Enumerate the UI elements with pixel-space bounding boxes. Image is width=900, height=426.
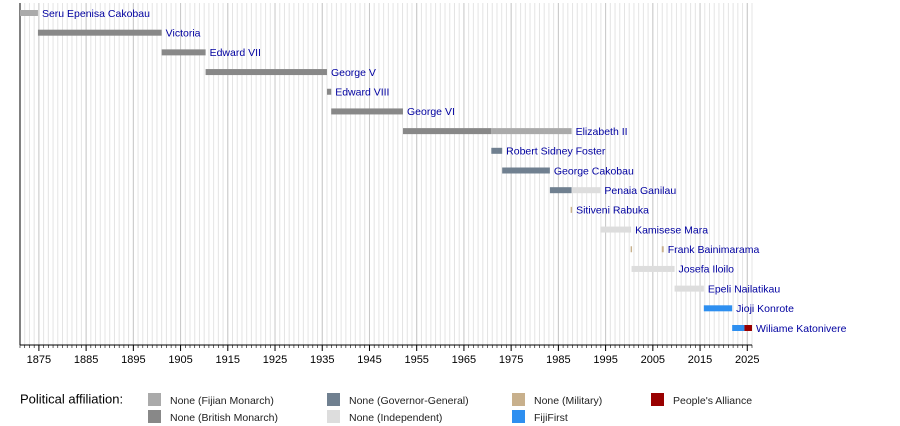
tenure-bar — [549, 187, 572, 194]
tenure-bar — [37, 29, 162, 36]
x-tick-label: 1995 — [593, 354, 617, 366]
x-tick-label: 1885 — [74, 354, 98, 366]
person-name: Josefa Iloilo — [679, 264, 735, 276]
tenure-bar — [403, 128, 492, 135]
legend-label: None (Independent) — [349, 412, 442, 424]
person-name: Seru Epenisa Cakobau — [42, 8, 150, 20]
tenure-bar — [744, 325, 752, 331]
x-tick-label: 1905 — [168, 354, 192, 366]
tenure-bar — [661, 246, 664, 253]
legend-title: Political affiliation: — [20, 391, 123, 406]
tenure-bar — [674, 285, 704, 292]
person-name: Penaia Ganilau — [604, 185, 676, 197]
legend-label: FijiFirst — [534, 412, 568, 424]
legend-label: None (Fijian Monarch) — [170, 395, 274, 407]
x-tick-label: 1965 — [452, 354, 476, 366]
person-name: Robert Sidney Foster — [506, 146, 606, 158]
tenure-bar — [20, 10, 38, 16]
tenure-bar — [331, 108, 404, 115]
person-name: George VI — [407, 106, 455, 118]
tenure-bar — [491, 128, 572, 135]
tenure-bar — [205, 69, 327, 76]
person-name: George Cakobau — [554, 165, 634, 177]
person-name: Victoria — [166, 27, 201, 39]
legend-swatch — [512, 393, 525, 406]
person-name: Kamisese Mara — [635, 224, 708, 236]
legend-swatch — [512, 410, 525, 423]
x-tick-label: 1935 — [310, 354, 334, 366]
tenure-bar — [630, 246, 633, 253]
tenure-bar — [570, 206, 573, 213]
x-tick-label: 2025 — [735, 354, 759, 366]
person-name: George V — [331, 67, 376, 79]
legend-label: None (Military) — [534, 395, 602, 407]
person-name: Wiliame Katonivere — [756, 323, 847, 335]
tenure-bar — [326, 88, 332, 95]
x-tick-label: 1915 — [216, 354, 240, 366]
person-name: Epeli Nailatikau — [708, 283, 781, 295]
person-name: Edward VIII — [335, 87, 389, 99]
person-name: Elizabeth II — [576, 126, 628, 138]
x-tick-label: 1985 — [546, 354, 570, 366]
tenure-bar — [600, 226, 632, 233]
tenure-bar — [571, 187, 601, 194]
legend-swatch — [651, 393, 664, 406]
legend-swatch — [148, 410, 161, 423]
x-tick-label: 1895 — [121, 354, 145, 366]
person-name: Jioji Konrote — [736, 303, 794, 315]
person-name: Edward VII — [210, 47, 261, 59]
x-tick-label: 1925 — [263, 354, 287, 366]
legend-swatch — [327, 393, 340, 406]
tenure-bar — [502, 167, 550, 174]
legend-label: None (British Monarch) — [170, 412, 278, 424]
x-tick-label: 1955 — [404, 354, 428, 366]
legend-label: People's Alliance — [673, 395, 752, 407]
x-tick-label: 1875 — [27, 354, 51, 366]
tenure-bar — [732, 325, 745, 331]
x-tick-label: 2005 — [641, 354, 665, 366]
x-tick-label: 1975 — [499, 354, 523, 366]
legend-label: None (Governor-General) — [349, 395, 469, 407]
tenure-bar — [703, 305, 733, 312]
tenure-bar — [161, 49, 206, 56]
x-tick-label: 2015 — [688, 354, 712, 366]
legend-swatch — [148, 393, 161, 406]
x-tick-label: 1945 — [357, 354, 381, 366]
legend-swatch — [327, 410, 340, 423]
person-name: Frank Bainimarama — [668, 244, 760, 256]
tenure-bar — [491, 147, 503, 154]
person-name: Sitiveni Rabuka — [576, 205, 649, 217]
tenure-bar — [631, 265, 675, 272]
